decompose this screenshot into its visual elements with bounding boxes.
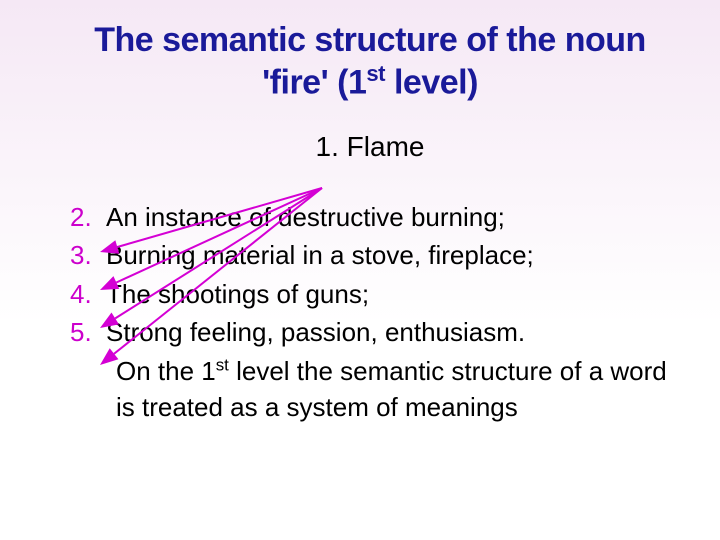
list-item: 4. The shootings of guns;	[70, 276, 680, 312]
list-item-text: An instance of destructive burning;	[106, 199, 680, 235]
list-item-text: Burning material in a stove, fireplace;	[106, 237, 680, 273]
list-item-text: Strong feeling, passion, enthusiasm.	[106, 314, 680, 350]
item-1-text: Flame	[347, 131, 425, 162]
list-item: 5. Strong feeling, passion, enthusiasm.	[70, 314, 680, 350]
slide: The semantic structure of the noun 'fire…	[0, 0, 720, 540]
list-item-num: 4.	[70, 276, 106, 312]
list-item-num: 2.	[70, 199, 106, 235]
footer-note: On the 1st level the semantic structure …	[116, 354, 680, 424]
item-1: 1. Flame	[60, 131, 680, 163]
item-1-num: 1.	[316, 131, 339, 162]
list-item: 2. An instance of destructive burning;	[70, 199, 680, 235]
list-item-text: The shootings of guns;	[106, 276, 680, 312]
slide-title: The semantic structure of the noun 'fire…	[60, 20, 680, 103]
list-item-num: 3.	[70, 237, 106, 273]
list-item: 3. Burning material in a stove, fireplac…	[70, 237, 680, 273]
list-item-num: 5.	[70, 314, 106, 350]
definition-list: 2. An instance of destructive burning; 3…	[60, 199, 680, 425]
